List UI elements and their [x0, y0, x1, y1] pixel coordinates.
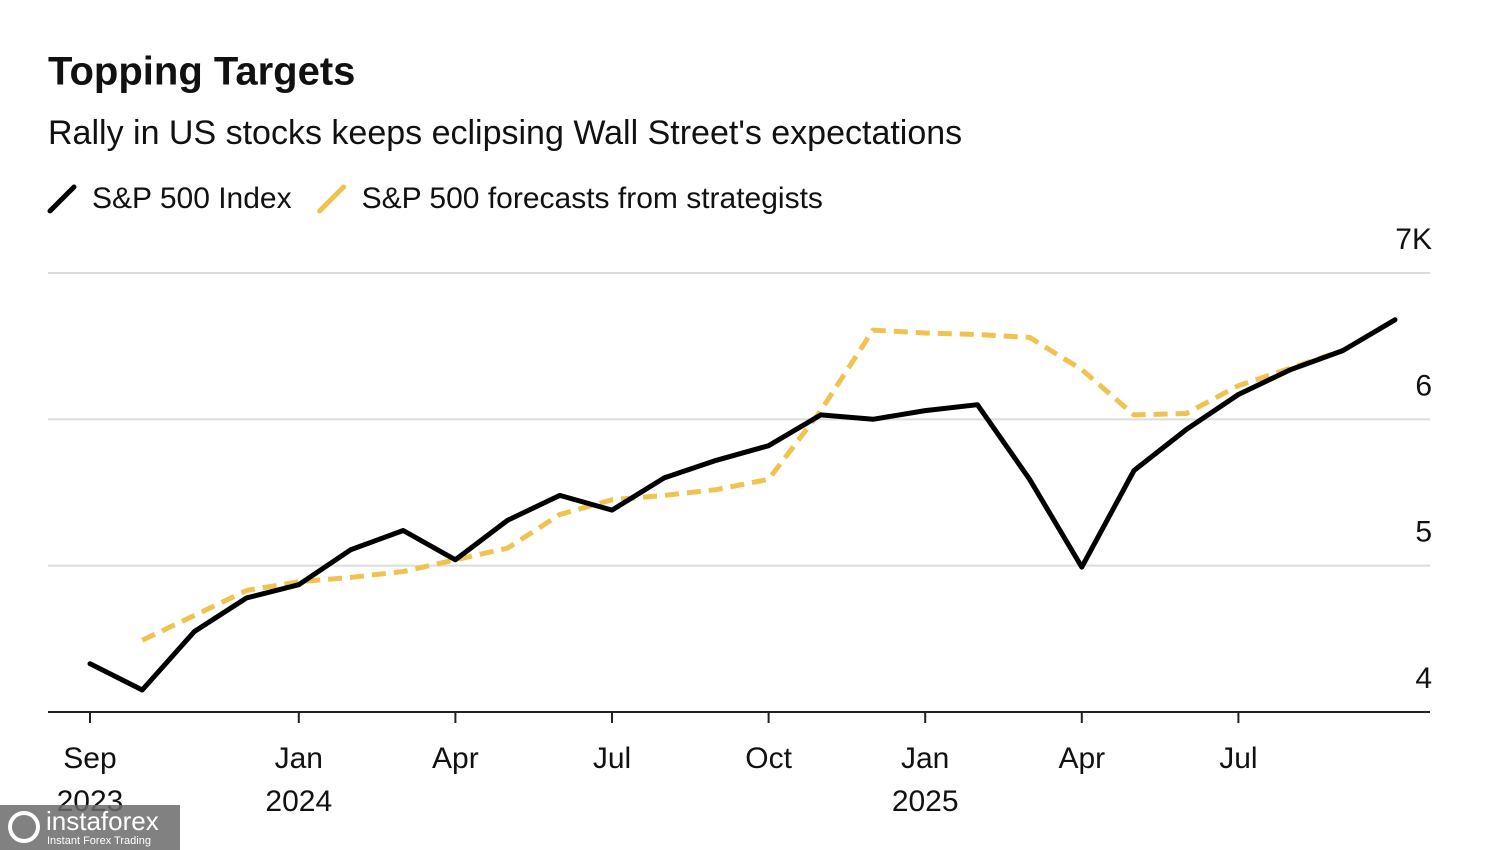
legend-label: S&P 500 Index	[92, 182, 292, 215]
watermark: instaforex Instant Forex Trading	[0, 805, 180, 850]
x-tick-label: Jul	[1219, 742, 1257, 775]
legend: S&P 500 Index S&P 500 forecasts from stra…	[47, 182, 823, 215]
watermark-logo	[8, 811, 40, 843]
x-tick-label: Apr	[1058, 742, 1105, 775]
x-tick-label: Jan 2024	[265, 742, 332, 818]
y-tick-label: 7K	[1395, 223, 1432, 256]
watermark-tagline: Instant Forex Trading	[47, 835, 151, 847]
x-tick-label: Jul	[593, 742, 631, 775]
y-tick-label: 5	[1415, 516, 1432, 549]
x-tick-label: Jan 2025	[892, 742, 959, 818]
x-tick-label: Apr	[432, 742, 479, 775]
chart-title: Topping Targets	[48, 50, 355, 94]
x-tick-label: Oct	[745, 742, 792, 775]
y-tick-label: 4	[1415, 662, 1432, 695]
y-tick-label: 6	[1415, 369, 1432, 402]
series-line	[141, 327, 1344, 643]
chart-subtitle: Rally in US stocks keeps eclipsing Wall …	[48, 114, 962, 152]
legend-swatch	[47, 184, 77, 214]
legend-label: S&P 500 forecasts from strategists	[362, 182, 823, 215]
series-line	[87, 317, 1398, 693]
legend-swatch	[317, 184, 347, 214]
watermark-brand: instaforex	[46, 806, 159, 836]
